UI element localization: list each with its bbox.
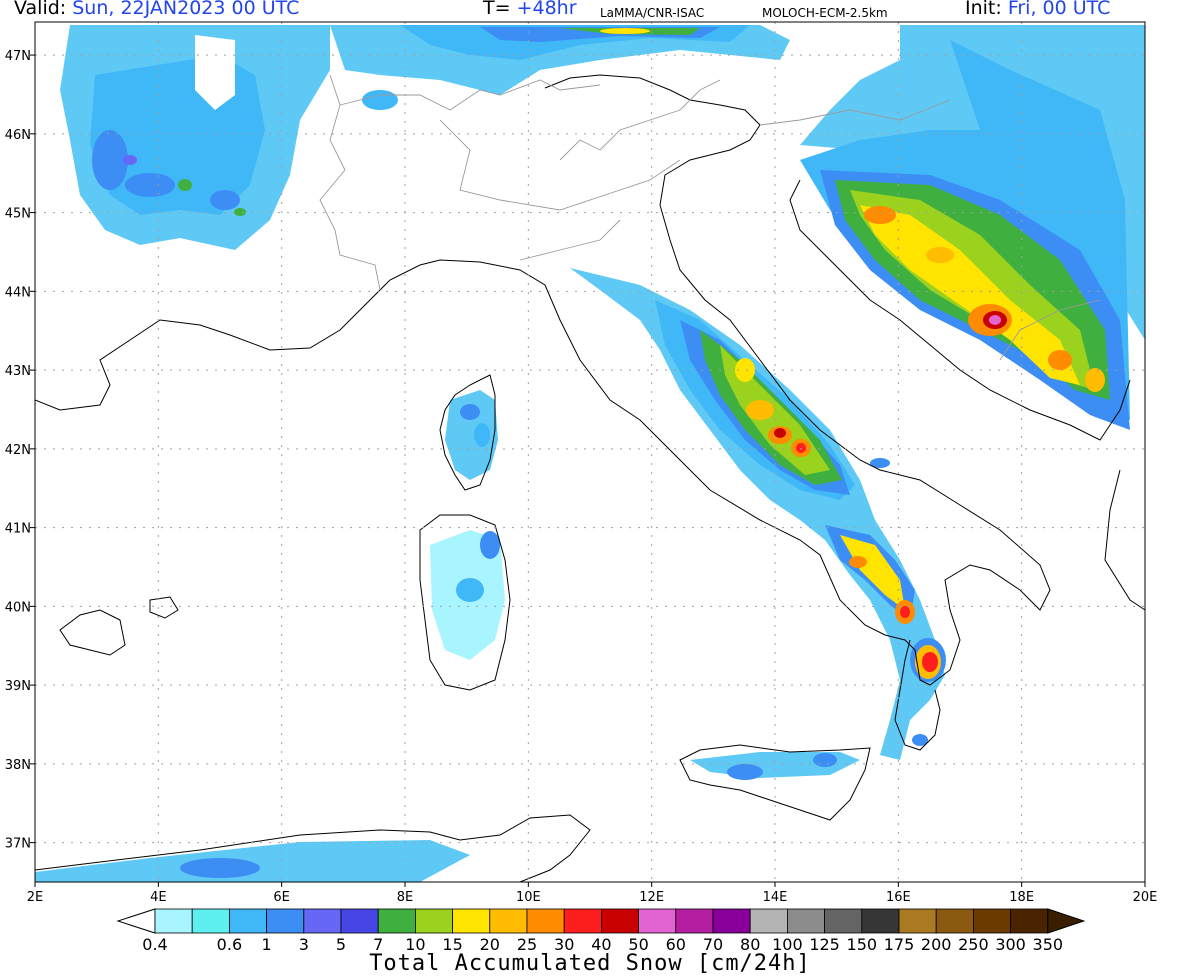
legend-swatch bbox=[601, 908, 640, 934]
lat-tick-label: 37N bbox=[5, 837, 31, 852]
legend-swatch bbox=[340, 908, 379, 934]
lat-tick-label: 41N bbox=[5, 522, 31, 537]
legend-swatch bbox=[266, 908, 305, 934]
forecast-step: T= +48hr bbox=[483, 0, 577, 19]
snow-map: 2E 4E 6E 8E 10E 12E 14E 16E 18E 20E 47N46N45N44N4… bbox=[5, 21, 1158, 905]
lat-tick-label: 45N bbox=[5, 207, 31, 222]
lon-tick-label: 6E bbox=[273, 890, 290, 905]
lon-tick-label: 2E bbox=[27, 890, 44, 905]
legend-swatch bbox=[303, 908, 342, 934]
legend-underflow-arrow bbox=[116, 908, 156, 934]
legend-title: Total Accumulated Snow [cm/24h] bbox=[369, 951, 811, 976]
legend-overflow-arrow bbox=[1047, 908, 1086, 934]
coastlines bbox=[35, 74, 1145, 882]
legend-swatch bbox=[898, 908, 937, 934]
legend-swatch bbox=[228, 908, 267, 934]
model-label: MOLOCH-ECM-2.5km bbox=[762, 6, 888, 20]
lat-tick-label: 44N bbox=[5, 285, 31, 300]
legend-swatch bbox=[191, 908, 230, 934]
legend-swatch bbox=[712, 908, 751, 934]
lat-tick-label: 39N bbox=[5, 679, 31, 694]
legend-swatch bbox=[675, 908, 714, 934]
legend-swatch bbox=[154, 908, 193, 934]
political-borders bbox=[319, 74, 1101, 361]
legend-colorbar bbox=[116, 908, 1086, 934]
valid-label: Valid: bbox=[14, 0, 67, 19]
legend-swatch bbox=[749, 908, 788, 934]
lat-tick-label: 42N bbox=[5, 443, 31, 458]
lon-tick-label: 18E bbox=[1009, 890, 1034, 905]
lon-tick-label: 20E bbox=[1133, 890, 1158, 905]
valid-time: Valid: Sun, 22JAN2023 00 UTC bbox=[14, 0, 299, 19]
legend-swatch bbox=[414, 908, 453, 934]
legend-swatch bbox=[563, 908, 602, 934]
lat-tick-label: 38N bbox=[5, 758, 31, 773]
lat-tick-label: 46N bbox=[5, 128, 31, 143]
lon-tick-label: 12E bbox=[639, 890, 664, 905]
longitude-axis: 2E 4E 6E 8E 10E 12E 14E 16E 18E 20E bbox=[27, 882, 1158, 905]
legend-swatch bbox=[824, 908, 863, 934]
lat-tick-label: 47N bbox=[5, 49, 31, 64]
legend-swatch bbox=[861, 908, 900, 934]
lon-tick-label: 10E bbox=[516, 890, 541, 905]
legend-swatch bbox=[1010, 908, 1049, 934]
snow-area-balkans bbox=[800, 25, 1145, 430]
legend-swatch bbox=[973, 908, 1012, 934]
latitude-axis: 47N 46N 45N 44N 43N 42N 41N 40N 39N 38N 37N bbox=[5, 49, 35, 852]
snow-area-western-alps bbox=[60, 25, 330, 250]
lon-tick-label: 14E bbox=[763, 890, 788, 905]
legend-swatch bbox=[787, 908, 826, 934]
legend-swatch bbox=[489, 908, 528, 934]
lon-tick-label: 16E bbox=[886, 890, 911, 905]
lon-tick-label: 4E bbox=[150, 890, 167, 905]
init-value: Fri, 00 UTC bbox=[1007, 0, 1111, 19]
snow-area-islands bbox=[35, 390, 860, 882]
legend-swatch bbox=[526, 908, 565, 934]
legend-swatch bbox=[638, 908, 677, 934]
init-time: Init: Fri, 00 UTC bbox=[965, 0, 1110, 19]
organization-label: LaMMA/CNR-ISAC bbox=[600, 6, 705, 20]
valid-value: Sun, 22JAN2023 00 UTC bbox=[72, 0, 300, 19]
legend-swatch bbox=[935, 908, 974, 934]
map-frame bbox=[34, 21, 1146, 883]
lon-tick-label: 8E bbox=[397, 890, 414, 905]
step-value: +48hr bbox=[516, 0, 577, 19]
lat-tick-label: 43N bbox=[5, 364, 31, 379]
legend-swatch bbox=[377, 908, 416, 934]
init-label: Init: bbox=[965, 0, 1002, 19]
step-label: T= bbox=[483, 0, 511, 19]
legend-swatch bbox=[452, 908, 491, 934]
lat-tick-label: 40N bbox=[5, 600, 31, 615]
